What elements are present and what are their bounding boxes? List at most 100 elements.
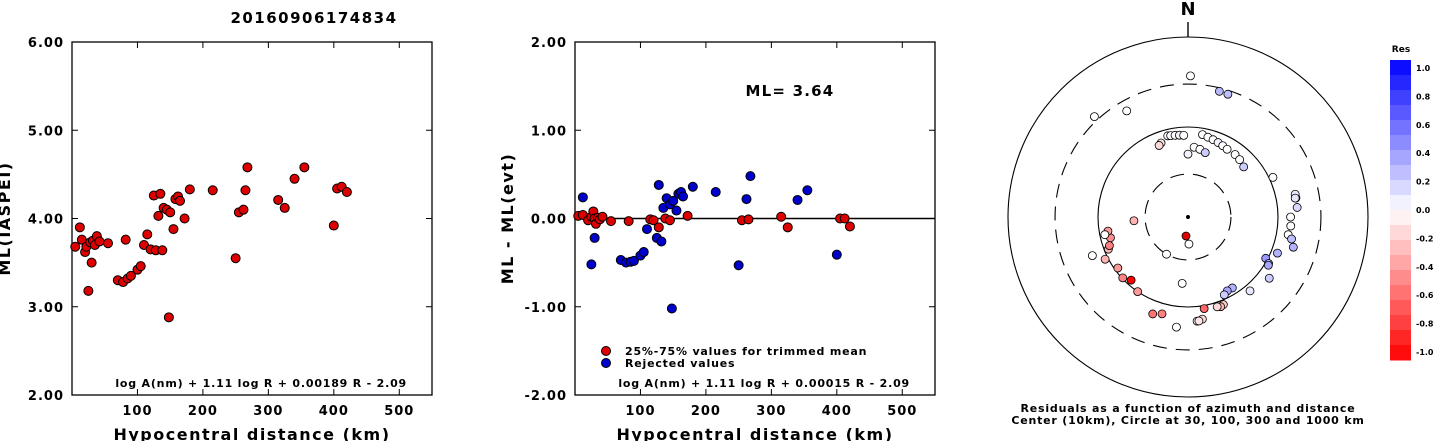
rejected-point: [653, 179, 664, 190]
colorbar-title: Res: [1392, 45, 1410, 55]
trimmed-mean-point: [839, 213, 850, 224]
y-axis-label: ML - ML(evt): [498, 153, 517, 285]
trimmed-mean-point: [844, 221, 855, 232]
data-point: [175, 195, 185, 206]
data-point: [238, 204, 249, 215]
rejected-point: [745, 171, 756, 182]
x-axis-label: Hypocentral distance (km): [113, 425, 390, 441]
station-marker: [1126, 275, 1136, 285]
figure-title: 20160906174834: [230, 9, 397, 27]
residual-vs-distance-plot: 100 200 300 400 500 -2.00 -1.00 0.00 1.00 2.00 Hyp…: [498, 36, 936, 441]
station-marker: [1089, 112, 1099, 122]
x-tick-label: 200: [691, 404, 721, 419]
data-point: [86, 257, 97, 268]
station-marker: [1100, 230, 1110, 240]
station-marker: [1184, 239, 1194, 249]
x-axis-label: Hypocentral distance (km): [616, 425, 893, 441]
trimmed-mean-point: [623, 216, 634, 227]
trimmed-mean-point: [782, 222, 793, 233]
y-tick-label: 1.00: [531, 124, 567, 139]
trimmed-mean-point: [664, 215, 675, 226]
y-tick-label: 6.00: [28, 36, 64, 51]
rejected-point: [671, 205, 682, 216]
y-tick-label: 0.00: [531, 213, 567, 228]
station-marker: [1286, 221, 1296, 231]
range-circle-300km: [1054, 83, 1322, 351]
station-marker: [1129, 216, 1139, 226]
station-marker: [1212, 302, 1222, 312]
colorbar-segment: [1390, 225, 1411, 241]
x-tick-label: 500: [887, 404, 917, 419]
station-marker: [1245, 286, 1255, 296]
data-point: [153, 210, 164, 221]
data-point: [230, 253, 241, 264]
colorbar-tick-label: 0.8: [1416, 92, 1431, 101]
trimmed-mean-point: [648, 215, 659, 226]
station-marker: [1292, 203, 1302, 212]
colorbar-tick-label: 1.0: [1416, 64, 1431, 73]
station-marker: [1154, 141, 1164, 150]
colorbar-segment: [1390, 330, 1411, 346]
data-point: [74, 222, 85, 233]
colorbar-segment: [1390, 60, 1411, 76]
colorbar-tick-label: -0.4: [1416, 263, 1434, 272]
data-point: [179, 213, 190, 224]
station-marker: [1087, 251, 1097, 261]
station-marker: [1172, 322, 1181, 332]
station-marker: [1177, 278, 1187, 288]
colorbar-tick-label: -1.0: [1416, 348, 1434, 357]
polar-caption-line2: Center (10km), Circle at 30, 100, 300 an…: [1011, 414, 1364, 427]
colorbar-tick-label: -0.8: [1416, 320, 1434, 329]
range-circle-1000km: [1007, 36, 1369, 398]
data-point: [289, 173, 300, 184]
rejected-point: [577, 192, 588, 203]
station-marker: [1268, 172, 1278, 182]
colorbar-segment: [1390, 315, 1411, 331]
station-marker: [1186, 71, 1195, 81]
data-point: [83, 285, 94, 296]
data-point: [207, 185, 218, 196]
colorbar-segment: [1390, 90, 1411, 106]
x-tick-label: 300: [756, 404, 786, 419]
colorbar-tick-label: 0.6: [1416, 121, 1431, 130]
station-marker: [1288, 242, 1298, 252]
data-point: [135, 261, 146, 272]
data-point: [163, 312, 174, 323]
station-marker: [1235, 155, 1245, 165]
station-marker: [1223, 89, 1233, 99]
colorbar-segment: [1390, 345, 1411, 361]
colorbar-segment: [1390, 210, 1411, 226]
trimmed-mean-point: [597, 211, 608, 222]
station-marker: [1239, 162, 1249, 172]
colorbar-segment: [1390, 120, 1411, 136]
legend-marker: [601, 346, 611, 356]
station-marker: [1118, 273, 1128, 283]
event-marker: [1181, 231, 1191, 241]
station-marker: [1194, 316, 1204, 326]
rejected-point: [638, 247, 649, 258]
colorbar-segment: [1390, 135, 1411, 151]
colorbar-segment: [1390, 255, 1411, 271]
x-tick-label: 400: [319, 404, 349, 419]
data-point: [341, 187, 352, 198]
polar-caption-line1: Residuals as a function of azimuth and d…: [1020, 402, 1355, 415]
data-point: [165, 207, 176, 218]
station-marker: [1133, 287, 1143, 297]
rejected-point: [586, 259, 597, 270]
rejected-point: [687, 181, 698, 192]
data-point: [273, 194, 284, 205]
legend-label: Rejected values: [625, 357, 735, 370]
y-tick-label: -1.00: [525, 301, 567, 316]
rejected-point: [792, 194, 803, 205]
ml-value-label: ML= 3.64: [746, 82, 835, 100]
x-tick-label: 200: [188, 404, 218, 419]
rejected-point: [741, 194, 752, 205]
rejected-point: [710, 187, 721, 198]
y-tick-label: -2.00: [525, 389, 567, 404]
station-marker: [1290, 193, 1300, 203]
rejected-point: [678, 191, 688, 202]
data-point: [328, 220, 339, 231]
rejected-point: [656, 236, 667, 247]
data-point: [70, 241, 81, 252]
x-tick-label: 400: [822, 404, 852, 419]
